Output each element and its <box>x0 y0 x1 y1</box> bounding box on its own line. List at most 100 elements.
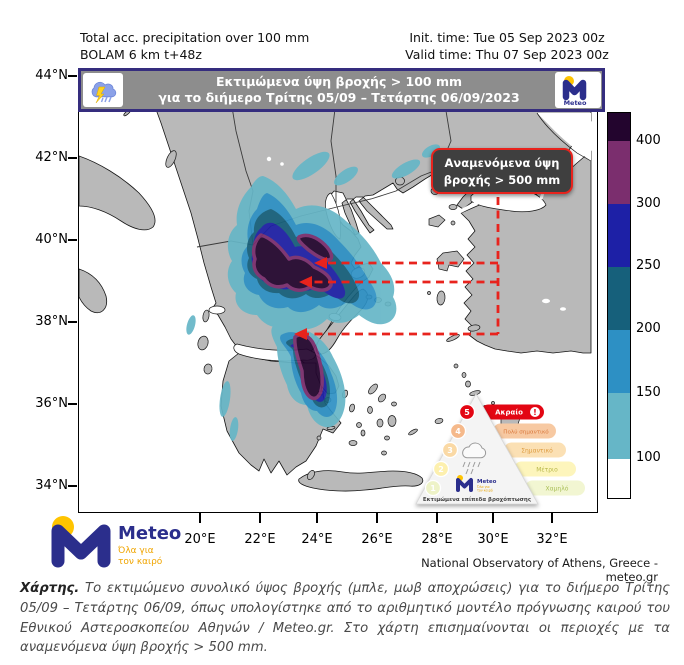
valid-time: Valid time: Thu 07 Sep 2023 00z <box>405 46 609 62</box>
warning-pyramid: Ακραίο ! Πολύ σημαντικό Σημαντικό Μέτριο… <box>415 393 585 505</box>
svg-text:2: 2 <box>438 465 444 474</box>
svg-text:5: 5 <box>464 408 470 417</box>
pyramid-caption: Εκτιμώμενα επίπεδα βροχόπτωσης <box>423 496 531 503</box>
land-italy-heel <box>79 155 156 231</box>
lon-label-28: 28°E <box>421 532 453 547</box>
pyramid-level-4-label: Πολύ σημαντικό <box>503 429 549 436</box>
colorbar-seg-150-200 <box>608 330 630 393</box>
storm-cloud-icon <box>91 81 117 104</box>
meteo-logo-footer: Meteo Όλα για τον καιρό <box>46 514 181 574</box>
init-time: Init. time: Tue 05 Sep 2023 00z <box>409 30 605 45</box>
lon-tick <box>492 513 494 523</box>
lat-label-42: 42°N <box>35 150 68 165</box>
black-sea <box>537 113 591 161</box>
time-header: Init. time: Tue 05 Sep 2023 00z Valid ti… <box>404 30 610 64</box>
lon-label-30: 30°E <box>477 532 509 547</box>
lon-label-24: 24°E <box>301 532 333 547</box>
lat-label-34: 34°N <box>35 478 68 493</box>
pyramid-pills: Ακραίο ! Πολύ σημαντικό Σημαντικό Μέτριο… <box>481 404 585 496</box>
lon-tick <box>199 513 201 523</box>
lon-tick <box>436 513 438 523</box>
caption-lead: Χάρτης. <box>20 581 80 596</box>
pyramid-logo-tagline2: τον καιρό <box>477 489 493 493</box>
map-caption: Χάρτης. Το εκτιμώμενο συνολικό ύψος βροχ… <box>20 579 670 658</box>
pyramid-level-5-label: Ακραίο <box>495 409 523 417</box>
pyramid-level-3-label: Σημαντικό <box>521 448 553 455</box>
product-header: Total acc. precipitation over 100 mm BOL… <box>80 30 309 64</box>
lon-tick <box>259 513 261 523</box>
arrow-head-3 <box>294 328 307 340</box>
red-arrows <box>294 197 500 340</box>
colorbar-seg-300-400 <box>608 141 630 204</box>
colorbar-label-250: 250 <box>636 258 661 273</box>
pyramid-level-1-label: Χαμηλό <box>546 486 569 493</box>
footer-logo-name: Meteo <box>118 523 181 544</box>
island-crete <box>298 470 424 492</box>
callout-line-1: Αναμενόμενα ύψη <box>444 156 560 170</box>
colorbar-seg-100-150 <box>608 393 630 459</box>
pyramid-cloud-rain-icon <box>462 442 487 475</box>
callout-line-2: βροχής > 500 mm <box>443 172 561 187</box>
arrow-head-2 <box>299 276 312 288</box>
attribution: National Observatory of Athens, Greece -… <box>421 556 658 584</box>
pyramid-logo-name: Meteo <box>477 479 497 485</box>
lon-label-32: 32°E <box>536 532 568 547</box>
lon-label-22: 22°E <box>244 532 276 547</box>
banner-logo-box: Meteo <box>555 72 601 108</box>
svg-text:1: 1 <box>430 484 436 493</box>
lon-label-26: 26°E <box>361 532 393 547</box>
lat-label-40: 40°N <box>35 232 68 247</box>
pyramid-circles <box>424 403 476 497</box>
model-run-label: BOLAM 6 km t+48z <box>80 46 202 62</box>
lat-label-44: 44°N <box>35 68 68 83</box>
banner-title: Εκτιμώμενα ύψη βροχής > 100 mm για το δι… <box>123 74 555 107</box>
map-canvas: Ακραίο ! Πολύ σημαντικό Σημαντικό Μέτριο… <box>79 69 597 512</box>
colorbar-seg-under-100 <box>608 459 630 498</box>
footer-logo-tagline2: τον καιρό <box>118 556 163 567</box>
caption-body: Το εκτιμώμενο συνολικό ύψος βροχής (μπλε… <box>20 581 670 656</box>
title-banner: Εκτιμώμενα ύψη βροχής > 100 mm για το δι… <box>78 68 605 112</box>
storm-icon-box <box>83 73 123 107</box>
pyramid-logo-tagline1: Όλα για <box>476 485 490 489</box>
meteo-logo-small: Meteo <box>562 76 587 107</box>
pyramid-meteo-logo: Meteo Όλα για τον καιρό <box>456 475 497 493</box>
colorbar-label-150: 150 <box>636 385 661 400</box>
lat-tick <box>68 75 77 77</box>
meteo-logo-m <box>51 524 111 568</box>
land-calabria <box>79 268 108 313</box>
banner-title-line-2: για το διήμερο Τρίτης 05/09 – Τετάρτης 0… <box>158 90 520 105</box>
colorbar-label-300: 300 <box>636 196 661 211</box>
banner-logo-name: Meteo <box>564 99 587 107</box>
lon-label-20: 20°E <box>184 532 216 547</box>
colorbar-label-100: 100 <box>636 450 661 465</box>
lon-tick <box>551 513 553 523</box>
colorbar-seg-250-300 <box>608 204 630 267</box>
pyramid-level-2-label: Μέτριο <box>536 467 558 474</box>
pyramid-alert-mark: ! <box>533 408 537 417</box>
colorbar-label-200: 200 <box>636 321 661 336</box>
pyramid-circle-numbers: 5 4 3 2 1 <box>430 408 470 493</box>
forecast-map: Ακραίο ! Πολύ σημαντικό Σημαντικό Μέτριο… <box>78 68 598 513</box>
lon-tick <box>376 513 378 523</box>
lat-tick <box>68 157 77 159</box>
lat-tick <box>68 239 77 241</box>
banner-title-line-1: Εκτιμώμενα ύψη βροχής > 100 mm <box>215 73 463 89</box>
colorbar-seg-400plus <box>608 113 630 141</box>
lat-tick <box>68 403 77 405</box>
svg-text:4: 4 <box>455 427 461 436</box>
colorbar-seg-200-250 <box>608 267 630 330</box>
lat-label-38: 38°N <box>35 314 68 329</box>
colorbar <box>607 112 631 499</box>
rainfall-callout: Αναμενόμενα ύψη βροχής > 500 mm <box>431 148 573 194</box>
lat-tick <box>68 485 77 487</box>
arrow-head-1 <box>314 257 327 269</box>
lon-tick <box>316 513 318 523</box>
lat-label-36: 36°N <box>35 396 68 411</box>
product-title: Total acc. precipitation over 100 mm <box>80 30 310 45</box>
precipitation-field <box>186 144 441 441</box>
footer-logo-tagline1: Όλα για <box>117 545 154 556</box>
svg-text:3: 3 <box>447 446 453 455</box>
colorbar-label-400: 400 <box>636 133 661 148</box>
lat-tick <box>68 321 77 323</box>
